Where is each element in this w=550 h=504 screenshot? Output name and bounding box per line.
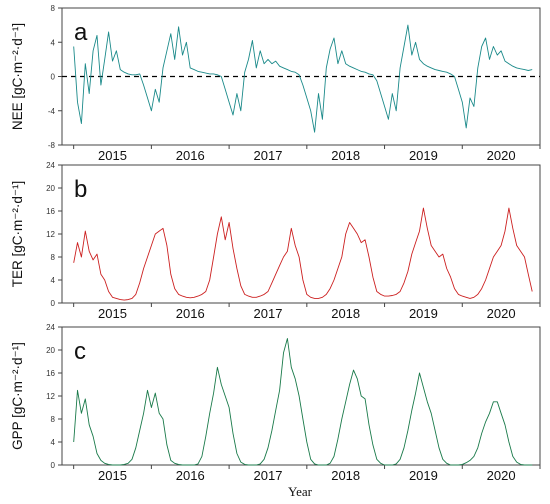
x-tick-label: 2016 bbox=[176, 468, 205, 483]
plot-frame bbox=[61, 326, 541, 466]
y-axis-label: NEE [gC·m⁻²·d⁻¹] bbox=[10, 23, 25, 130]
x-tick-label: 2020 bbox=[487, 306, 516, 321]
x-tick-label: 2015 bbox=[98, 468, 127, 483]
y-tick-label: -4 bbox=[48, 107, 56, 116]
y-tick-label: 16 bbox=[46, 207, 55, 216]
x-tick-label: 2019 bbox=[409, 148, 438, 163]
y-tick-label: 0 bbox=[51, 299, 56, 308]
x-tick-label: 2019 bbox=[409, 306, 438, 321]
y-tick-label: 8 bbox=[51, 4, 56, 13]
panel-a: -8 -4 0 4 8 2015 2016 2017 2018 2019 2020 a NEE [gC·… bbox=[10, 4, 541, 163]
x-tick-label: 2017 bbox=[254, 468, 283, 483]
y-axis-label: TER [gC·m⁻²·d⁻¹] bbox=[10, 181, 25, 288]
y-tick-label: 20 bbox=[46, 346, 55, 355]
x-tick-label: 2020 bbox=[487, 148, 516, 163]
y-axis-label: GPP [gC·m⁻²·d⁻¹] bbox=[10, 342, 25, 450]
x-tick-label: 2015 bbox=[98, 148, 127, 163]
series-line bbox=[73, 207, 533, 301]
panel-b: 0 4 8 12 16 20 24 2015 2016 2017 2018 2019 2020 b TER … bbox=[10, 161, 541, 321]
y-tick-label: 20 bbox=[46, 184, 55, 193]
y-tick-label: 4 bbox=[51, 438, 56, 447]
x-tick-label: 2015 bbox=[98, 306, 127, 321]
y-tick-label: -8 bbox=[48, 141, 56, 150]
x-tick-label: 2020 bbox=[487, 468, 516, 483]
x-axis-label: Year bbox=[288, 484, 313, 499]
x-tick-label: 2019 bbox=[409, 468, 438, 483]
panel-letter: c bbox=[74, 338, 86, 365]
y-tick-label: 0 bbox=[51, 73, 56, 82]
panel-letter: a bbox=[74, 19, 88, 46]
x-tick-label: 2016 bbox=[176, 148, 205, 163]
y-tick-label: 4 bbox=[51, 38, 56, 47]
y-tick-label: 24 bbox=[46, 161, 55, 170]
y-tick-label: 12 bbox=[46, 230, 55, 239]
x-tick-label: 2018 bbox=[331, 148, 360, 163]
y-tick-label: 24 bbox=[46, 323, 55, 332]
series-line bbox=[73, 338, 533, 466]
y-tick-label: 8 bbox=[51, 253, 56, 262]
x-tick-label: 2018 bbox=[331, 468, 360, 483]
y-tick-label: 16 bbox=[46, 369, 55, 378]
y-tick-label: 4 bbox=[51, 276, 56, 285]
x-tick-label: 2018 bbox=[331, 306, 360, 321]
x-tick-label: 2017 bbox=[254, 148, 283, 163]
y-tick-label: 12 bbox=[46, 392, 55, 401]
y-tick-label: 8 bbox=[51, 415, 56, 424]
x-tick-label: 2016 bbox=[176, 306, 205, 321]
y-tick-label: 0 bbox=[51, 461, 56, 470]
x-tick-label: 2017 bbox=[254, 306, 283, 321]
series-line bbox=[73, 24, 533, 133]
panel-c: 0 4 8 12 16 20 24 2015 2016 2017 2018 2019 2020 c GPP … bbox=[10, 323, 541, 483]
plot-frame bbox=[61, 164, 541, 304]
panel-letter: b bbox=[74, 176, 87, 203]
